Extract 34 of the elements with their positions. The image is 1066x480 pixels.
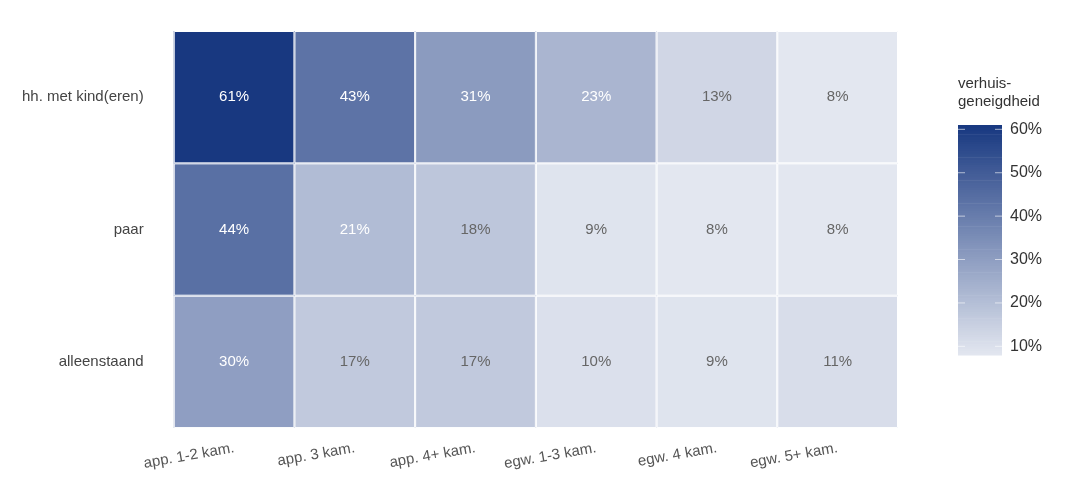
- x-tick-label: egw. 1-3 kam.: [502, 438, 598, 472]
- x-tick-label: app. 4+ kam.: [387, 438, 477, 471]
- y-tick-label: paar: [113, 219, 144, 237]
- data-label: 43%: [339, 87, 370, 105]
- data-label: 9%: [706, 352, 728, 370]
- data-label: 17%: [339, 352, 370, 370]
- color-bar-label: 40%: [1010, 206, 1043, 224]
- data-label: 11%: [823, 352, 853, 370]
- data-label: 8%: [706, 219, 728, 237]
- color-bar-label: 20%: [1010, 293, 1043, 311]
- data-label: 17%: [460, 352, 491, 370]
- color-bar-label: 10%: [1010, 336, 1043, 354]
- color-bar-title: verhuis-geneigdheid: [958, 74, 1041, 110]
- data-label: 18%: [460, 219, 491, 237]
- x-tick-label: egw. 4 kam.: [636, 438, 719, 469]
- data-label: 61%: [219, 87, 250, 105]
- data-label: 8%: [826, 219, 849, 237]
- data-label: 23%: [581, 87, 612, 105]
- data-label: 9%: [585, 219, 608, 237]
- data-label: 44%: [219, 219, 250, 237]
- x-tick-label: app. 3 kam.: [275, 438, 357, 469]
- data-label: 10%: [581, 352, 612, 370]
- y-tick-label: alleenstaand: [58, 352, 144, 370]
- data-label: 8%: [826, 87, 849, 105]
- color-bar-label: 60%: [1010, 119, 1043, 137]
- x-tick-label: egw. 5+ kam.: [748, 438, 839, 471]
- color-bar-label: 50%: [1010, 163, 1043, 181]
- data-label: 30%: [219, 352, 250, 370]
- x-tick-label: app. 1-2 kam.: [142, 438, 236, 471]
- data-label: 21%: [339, 219, 370, 237]
- data-label: 31%: [460, 87, 491, 105]
- data-label: 13%: [701, 87, 732, 105]
- color-bar-label: 30%: [1010, 249, 1043, 267]
- y-tick-label: hh. met kind(eren): [21, 87, 144, 105]
